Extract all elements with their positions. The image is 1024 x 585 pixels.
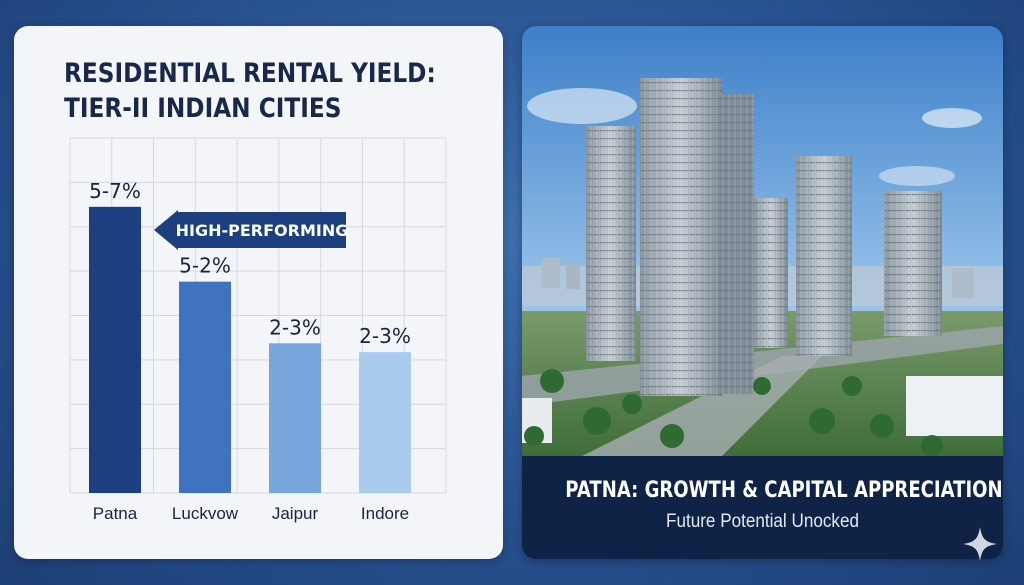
feature-caption: PATNA: GROWTH & CAPITAL APPRECIATION Fut… <box>522 456 1003 559</box>
chart-title: RESIDENTIAL RENTAL YIELD: TIER-II INDIAN… <box>64 56 436 126</box>
chart-labels: 5-7% Patna 5-2% Luckvow 2-3% Jaipur 2-3% Indore <box>89 179 411 523</box>
category-label-jaipur: Jaipur <box>272 504 319 523</box>
data-label-luckvow: 5-2% <box>179 254 231 278</box>
category-label-patna: Patna <box>93 504 138 523</box>
data-label-indore: 2-3% <box>359 324 411 348</box>
bar-jaipur <box>269 343 321 493</box>
city-skyline-image <box>522 26 1003 456</box>
chart-bars <box>89 206 411 493</box>
chart-title-line-2: TIER-II INDIAN CITIES <box>64 93 342 124</box>
category-label-luckvow: Luckvow <box>172 504 239 523</box>
feature-title: PATNA: GROWTH & CAPITAL APPRECIATION <box>565 478 1003 503</box>
data-label-patna: 5-7% <box>89 179 141 203</box>
category-label-indore: Indore <box>361 504 409 523</box>
chart-title-line-1: RESIDENTIAL RENTAL YIELD: <box>64 58 436 89</box>
left-arrow-icon <box>154 210 346 250</box>
feature-subtitle: Future Potential Unocked <box>666 511 859 532</box>
bar-indore <box>359 352 411 493</box>
bar-chart: 5-7% Patna 5-2% Luckvow 2-3% Jaipur 2-3% Indore… <box>69 137 447 523</box>
bar-patna <box>89 206 141 493</box>
feature-panel: PATNA: GROWTH & CAPITAL APPRECIATION Fut… <box>522 26 1003 559</box>
chart-panel: RESIDENTIAL RENTAL YIELD: TIER-II INDIAN… <box>14 26 503 559</box>
bar-luckvow <box>179 281 231 493</box>
annotation-label: HIGH-PERFORMING <box>176 221 349 240</box>
high-performing-annotation: HIGH-PERFORMING <box>154 210 348 250</box>
sparkle-icon <box>963 527 997 561</box>
data-label-jaipur: 2-3% <box>269 315 321 339</box>
